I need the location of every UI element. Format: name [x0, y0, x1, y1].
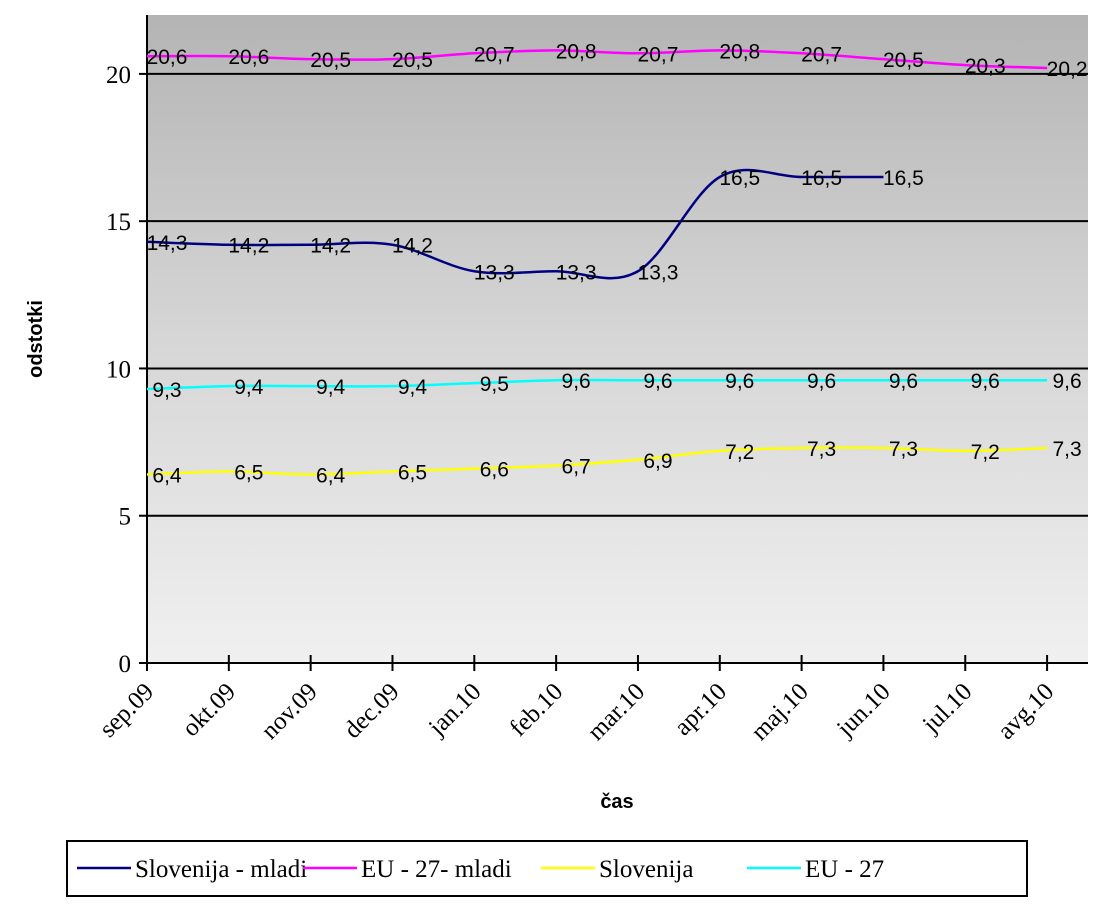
data-label: 9,4 [398, 376, 428, 399]
data-label: 9,6 [971, 370, 1000, 393]
data-label: 6,5 [398, 462, 427, 485]
data-label: 9,3 [152, 379, 181, 402]
data-label: 6,5 [234, 462, 263, 485]
data-label: 13,3 [638, 261, 679, 284]
x-tick-label: maj.10 [746, 678, 814, 746]
series-line [146, 49, 1048, 70]
data-labels: 14,3 14,2 14,2 14,2 13,3 13,3 13,3 16,5 16,5 16,5… [147, 40, 1088, 487]
x-axis-title: čas [600, 791, 633, 813]
x-tick-label: apr.10 [669, 678, 732, 741]
data-label: 6,4 [316, 464, 346, 487]
data-label: 20,5 [310, 49, 351, 72]
series-line [146, 446, 1048, 476]
data-label: 16,5 [801, 167, 842, 190]
axes [146, 15, 1088, 671]
data-label: 7,3 [889, 438, 918, 461]
legend-entry: Slovenija - mladi [135, 856, 307, 883]
data-label: 6,4 [152, 464, 182, 487]
data-label: 9,4 [316, 376, 346, 399]
series-line [146, 168, 884, 280]
data-label: 9,4 [234, 376, 264, 399]
x-tick-label: nov.09 [256, 678, 323, 745]
data-label: 14,2 [310, 235, 351, 258]
data-label: 14,2 [228, 235, 269, 258]
data-label: 13,3 [474, 261, 515, 284]
legend: Slovenija - mladi EU - 27- mladi Slovenija… [66, 840, 1028, 897]
x-tick-label: jan.10 [423, 678, 486, 741]
data-label: 14,2 [392, 235, 433, 258]
data-label: 6,7 [562, 456, 591, 479]
y-tick-label: 5 [119, 504, 132, 531]
series-layer [146, 49, 1048, 476]
x-tick-label: feb.10 [505, 678, 569, 742]
data-label: 7,3 [1052, 438, 1081, 461]
data-label: 9,6 [725, 370, 754, 393]
x-tick-label: okt.09 [177, 678, 241, 742]
data-label: 7,3 [807, 438, 836, 461]
data-label: 9,5 [480, 373, 509, 396]
data-label: 14,3 [147, 232, 188, 255]
legend-entry: EU - 27- mladi [361, 856, 512, 883]
y-tick-label: 20 [106, 62, 131, 89]
data-label: 16,5 [883, 167, 924, 190]
y-tick-label: 0 [119, 651, 132, 678]
x-tick-label: sep.09 [94, 678, 159, 743]
data-label: 9,6 [807, 370, 836, 393]
data-label: 20,8 [556, 40, 597, 63]
x-tick-label: mar.10 [582, 678, 650, 746]
data-label: 20,7 [801, 43, 842, 66]
gridlines [139, 72, 1088, 664]
data-label: 9,6 [889, 370, 918, 393]
x-tick-label: avg.10 [993, 678, 1060, 745]
y-tick-labels: 0 5 10 15 20 [106, 62, 131, 678]
plot-area [147, 15, 1088, 663]
data-label: 20,6 [147, 46, 188, 69]
data-label: 7,2 [971, 441, 1000, 464]
data-label: 13,3 [556, 261, 597, 284]
x-tick-label: jun.10 [831, 678, 895, 742]
data-label: 20,2 [1047, 58, 1088, 81]
data-label: 20,5 [392, 49, 433, 72]
data-label: 9,6 [562, 370, 591, 393]
data-label: 20,3 [965, 55, 1006, 78]
y-tick-label: 15 [106, 209, 131, 236]
data-label: 6,6 [480, 459, 509, 482]
data-label: 9,6 [1052, 370, 1081, 393]
legend-entry: Slovenija [599, 856, 693, 883]
x-tick-label: jul.10 [917, 678, 978, 739]
data-label: 20,5 [883, 49, 924, 72]
x-tick-labels: sep.09 okt.09 nov.09 dec.09 jan.10 feb.10 mar.… [94, 678, 1059, 746]
data-label: 20,6 [228, 46, 269, 69]
data-label: 16,5 [719, 167, 760, 190]
data-label: 7,2 [725, 441, 754, 464]
data-label: 20,7 [638, 43, 679, 66]
data-label: 20,8 [719, 40, 760, 63]
legend-entry: EU - 27 [805, 856, 884, 883]
x-tick-label: dec.09 [339, 678, 405, 744]
data-label: 6,9 [643, 450, 672, 473]
y-axis-title: odstotki [25, 300, 47, 378]
y-tick-label: 10 [106, 356, 131, 383]
data-label: 20,7 [474, 43, 515, 66]
data-label: 9,6 [643, 370, 672, 393]
series-line [146, 378, 1048, 391]
